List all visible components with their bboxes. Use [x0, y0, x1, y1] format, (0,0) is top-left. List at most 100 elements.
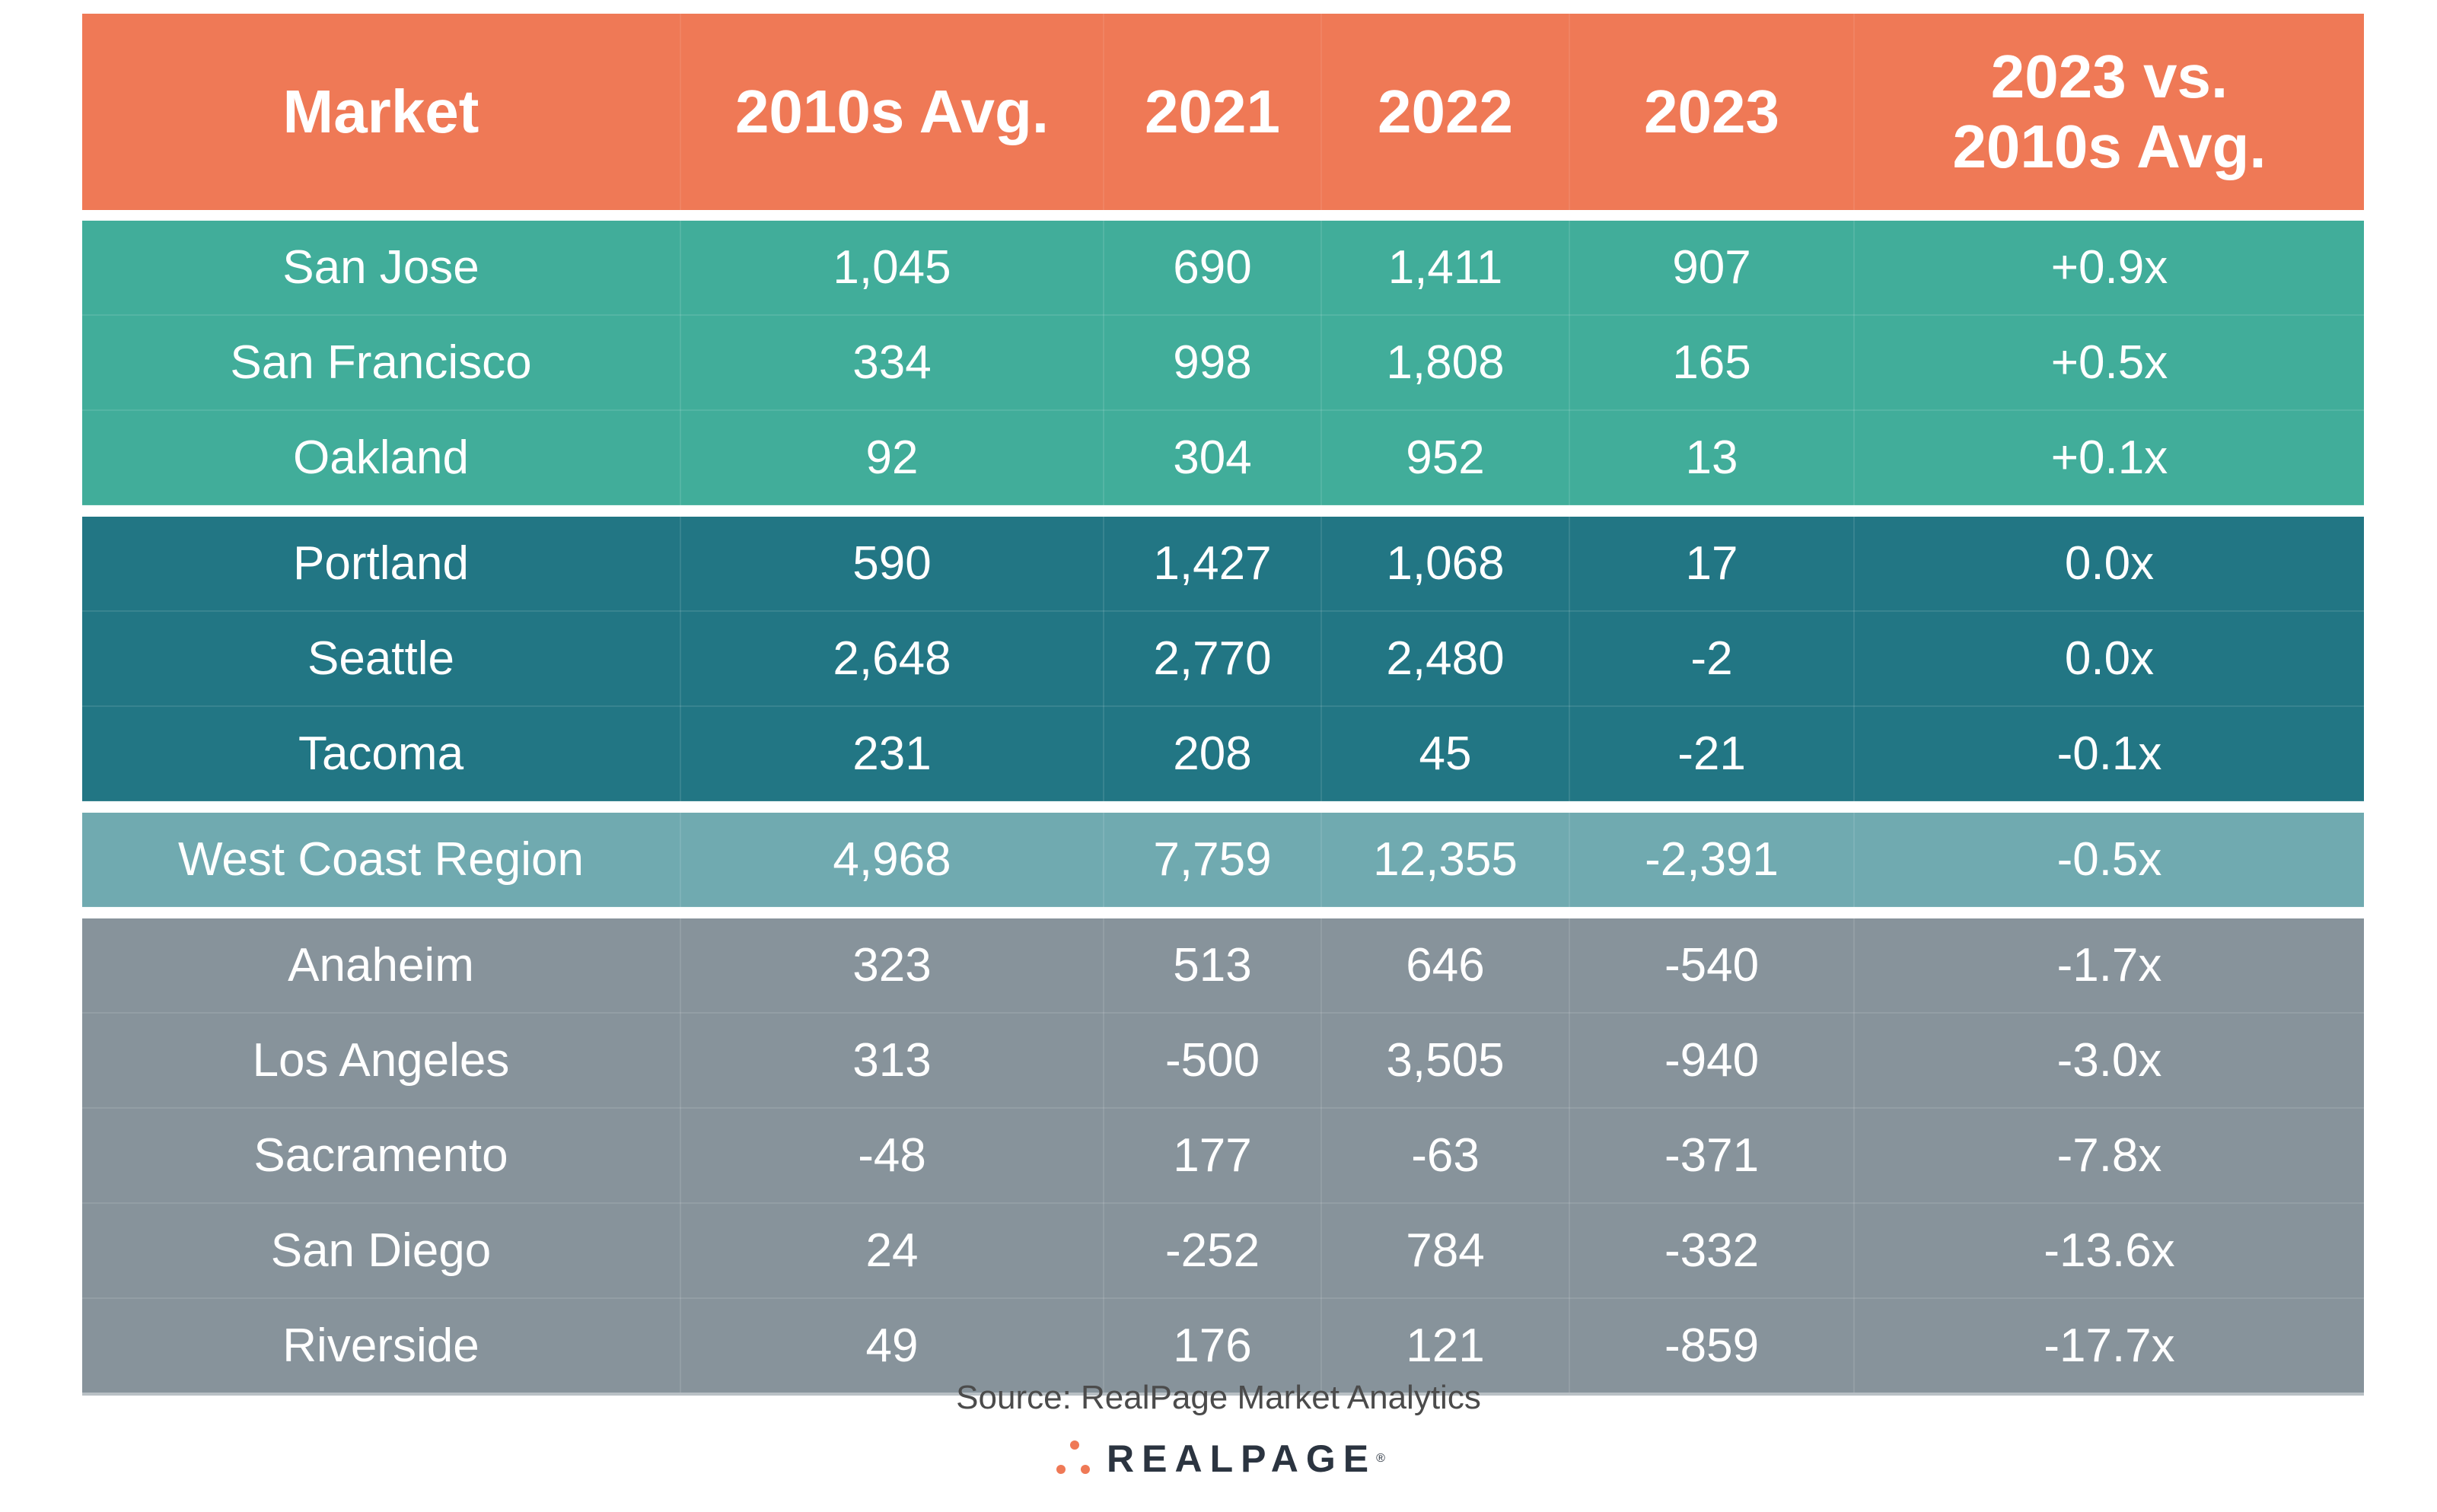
row-group: San Jose 1,045 690 1,411 907 +0.9x San Francis…: [82, 221, 2364, 506]
value-cell: 998: [1104, 315, 1322, 411]
table-row: Anaheim 323 513 646 -540 -1.7x: [82, 918, 2364, 1014]
value-cell: +0.5x: [1854, 315, 2364, 411]
table-row: Oakland 92 304 952 13 +0.1x: [82, 410, 2364, 506]
value-cell: 313: [680, 1013, 1104, 1109]
value-cell: 49: [680, 1298, 1104, 1396]
table-row: San Francisco 334 998 1,808 165 +0.5x: [82, 315, 2364, 411]
value-cell: 7,759: [1104, 813, 1322, 908]
value-cell: -332: [1569, 1203, 1855, 1299]
value-cell: -500: [1104, 1013, 1322, 1109]
value-cell: +0.9x: [1854, 221, 2364, 316]
value-cell: 24: [680, 1203, 1104, 1299]
value-cell: -0.5x: [1854, 813, 2364, 908]
value-cell: 13: [1569, 410, 1855, 506]
value-cell: 92: [680, 410, 1104, 506]
value-cell: -63: [1321, 1108, 1570, 1204]
value-cell: 907: [1569, 221, 1855, 316]
column-header: 2023: [1569, 14, 1855, 210]
value-cell: 334: [680, 315, 1104, 411]
value-cell: -3.0x: [1854, 1013, 2364, 1109]
value-cell: 784: [1321, 1203, 1570, 1299]
table-row: San Diego 24 -252 784 -332 -13.6x: [82, 1203, 2364, 1299]
value-cell: 2,770: [1104, 611, 1322, 707]
value-cell: 176: [1104, 1298, 1322, 1396]
group-divider: [82, 801, 2364, 813]
market-name-cell: Seattle: [82, 611, 681, 707]
row-group: Portland 590 1,427 1,068 17 0.0x Seattle 2,648 2…: [82, 517, 2364, 802]
value-cell: -859: [1569, 1298, 1855, 1396]
group-divider: [82, 210, 2364, 221]
value-cell: -17.7x: [1854, 1298, 2364, 1396]
value-cell: 4,968: [680, 813, 1104, 908]
market-name-cell: Portland: [82, 517, 681, 612]
value-cell: 0.0x: [1854, 517, 2364, 612]
value-cell: 1,068: [1321, 517, 1570, 612]
market-name-cell: Riverside: [82, 1298, 681, 1396]
value-cell: 1,427: [1104, 517, 1322, 612]
row-group: West Coast Region 4,968 7,759 12,355 -2,391-…: [82, 813, 2364, 908]
group-divider-cell: [82, 907, 2364, 918]
value-cell: 177: [1104, 1108, 1322, 1204]
value-cell: -2: [1569, 611, 1855, 707]
row-group: Anaheim 323 513 646 -540 -1.7x Los Angeles 313-…: [82, 918, 2364, 1396]
absorption-table: Market 2010s Avg. 2021 2022 2023 2023 vs…: [82, 14, 2364, 1396]
market-name-cell: Los Angeles: [82, 1013, 681, 1109]
logo-trademark: ®: [1376, 1452, 1385, 1465]
value-cell: 3,505: [1321, 1013, 1570, 1109]
table-row: West Coast Region 4,968 7,759 12,355 -2,391-…: [82, 813, 2364, 908]
table-row: Portland 590 1,427 1,068 17 0.0x: [82, 517, 2364, 612]
value-cell: -940: [1569, 1013, 1855, 1109]
value-cell: -2,391: [1569, 813, 1855, 908]
logo-dots-icon: [1056, 1440, 1091, 1474]
table-row: Los Angeles 313 -500 3,505 -940 -3.0x: [82, 1013, 2364, 1109]
value-cell: 952: [1321, 410, 1570, 506]
column-header: 2023 vs. 2010s Avg.: [1854, 14, 2364, 210]
value-cell: 646: [1321, 918, 1570, 1014]
table-row: Sacramento -48 177 -63 -371 -7.8x: [82, 1108, 2364, 1204]
market-name-cell: West Coast Region: [82, 813, 681, 908]
value-cell: 2,648: [680, 611, 1104, 707]
table-row: Seattle 2,648 2,770 2,480 -2 0.0x: [82, 611, 2364, 707]
value-cell: 690: [1104, 221, 1322, 316]
value-cell: 231: [680, 706, 1104, 802]
column-header-text: 2023 vs. 2010s Avg.: [1952, 43, 2267, 180]
value-cell: 12,355: [1321, 813, 1570, 908]
market-name-cell: San Jose: [82, 221, 681, 316]
value-cell: -371: [1569, 1108, 1855, 1204]
column-header: 2010s Avg.: [680, 14, 1104, 210]
value-cell: 17: [1569, 517, 1855, 612]
column-header: 2022: [1321, 14, 1570, 210]
group-divider-cell: [82, 801, 2364, 813]
value-cell: -48: [680, 1108, 1104, 1204]
value-cell: 208: [1104, 706, 1322, 802]
value-cell: -13.6x: [1854, 1203, 2364, 1299]
value-cell: 0.0x: [1854, 611, 2364, 707]
group-divider: [82, 505, 2364, 517]
value-cell: -21: [1569, 706, 1855, 802]
value-cell: 1,045: [680, 221, 1104, 316]
value-cell: -1.7x: [1854, 918, 2364, 1014]
value-cell: 45: [1321, 706, 1570, 802]
value-cell: 1,411: [1321, 221, 1570, 316]
market-name-cell: San Francisco: [82, 315, 681, 411]
market-name-cell: Tacoma: [82, 706, 681, 802]
group-divider-cell: [82, 210, 2364, 221]
value-cell: -252: [1104, 1203, 1322, 1299]
value-cell: 323: [680, 918, 1104, 1014]
value-cell: 590: [680, 517, 1104, 612]
table-row: Riverside 49 176 121 -859 -17.7x: [82, 1298, 2364, 1396]
value-cell: -7.8x: [1854, 1108, 2364, 1204]
value-cell: +0.1x: [1854, 410, 2364, 506]
header-row: Market 2010s Avg. 2021 2022 2023 2023 vs…: [82, 14, 2364, 210]
value-cell: 1,808: [1321, 315, 1570, 411]
value-cell: 304: [1104, 410, 1322, 506]
value-cell: 513: [1104, 918, 1322, 1014]
value-cell: 121: [1321, 1298, 1570, 1396]
realpage-logo: REALPAGE ®: [0, 1437, 2437, 1481]
value-cell: 165: [1569, 315, 1855, 411]
table-row: San Jose 1,045 690 1,411 907 +0.9x: [82, 221, 2364, 316]
logo-wordmark: REALPAGE: [1107, 1437, 1377, 1480]
value-cell: 2,480: [1321, 611, 1570, 707]
column-header: 2021: [1104, 14, 1322, 210]
value-cell: -540: [1569, 918, 1855, 1014]
